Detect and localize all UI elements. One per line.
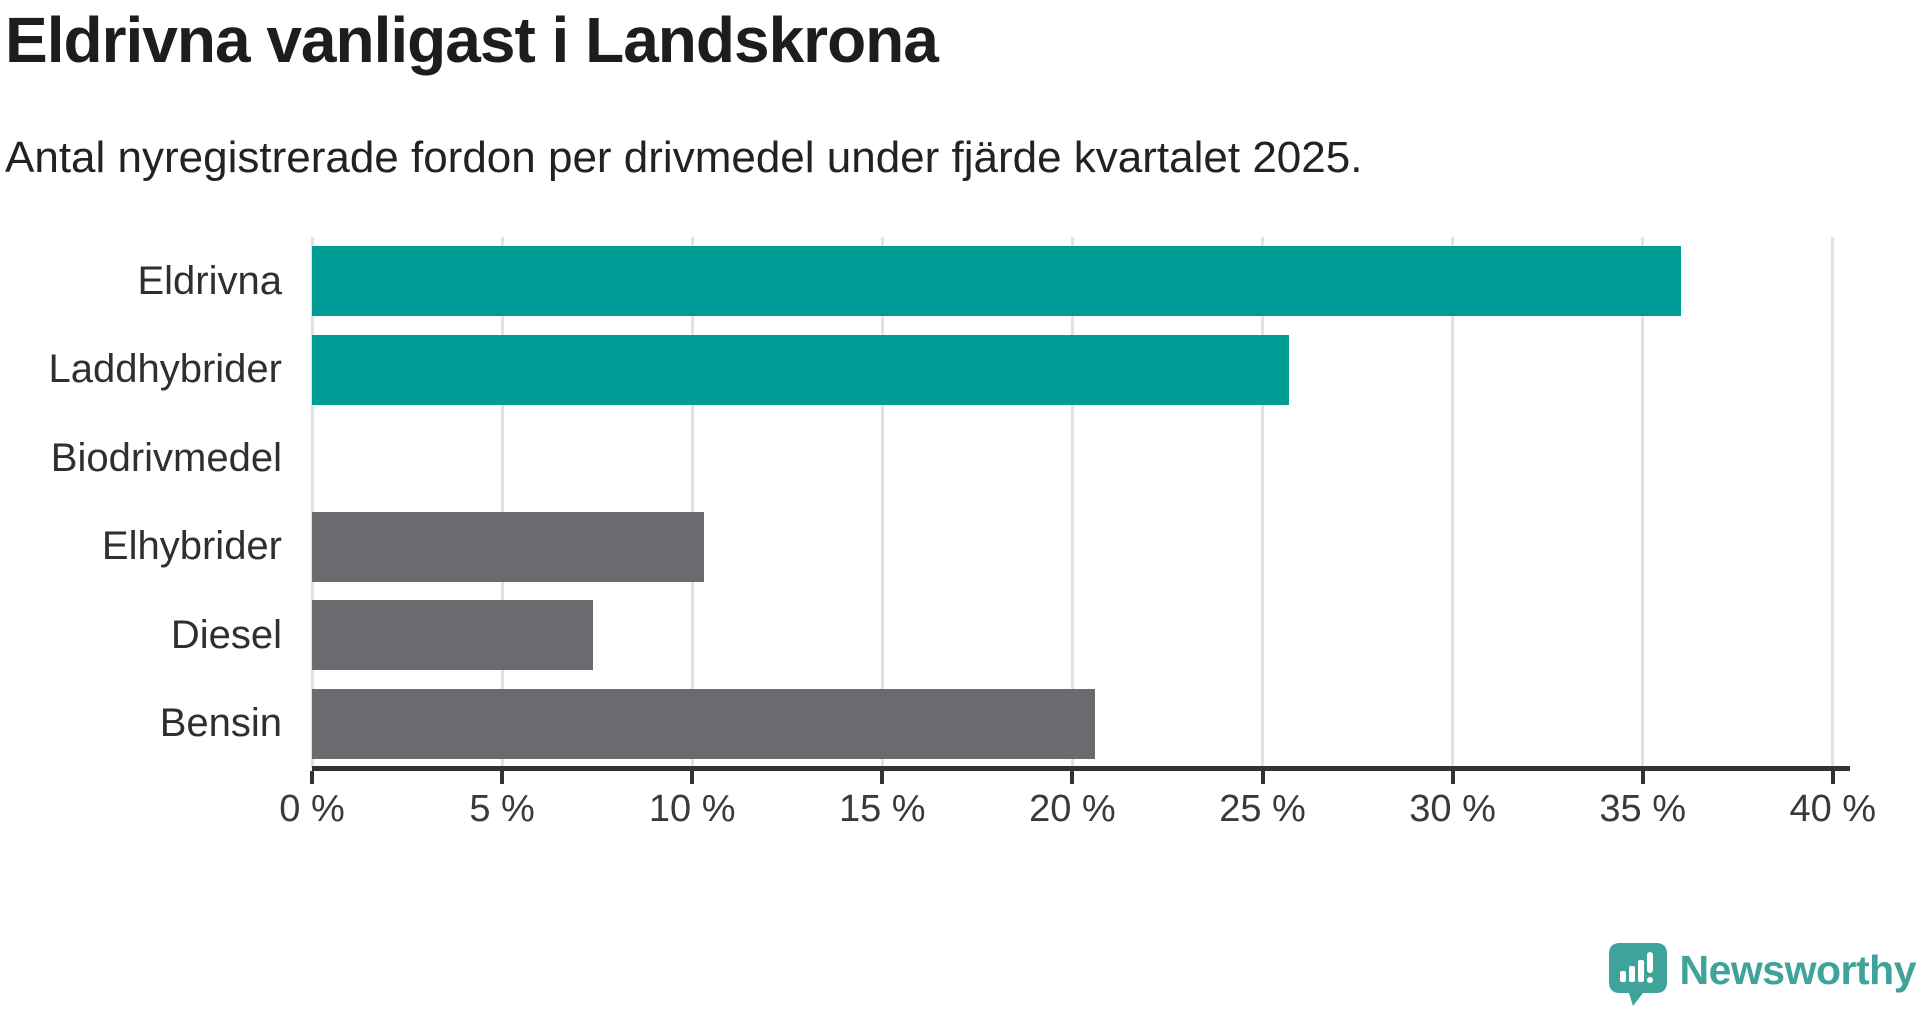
y-axis-label-eldrivna: Eldrivna — [137, 258, 282, 303]
bar-bensin — [312, 688, 1096, 759]
newsworthy-logo-text: Newsworthy — [1679, 947, 1917, 993]
gridline-5 — [500, 237, 504, 768]
bar-laddhybrider — [312, 334, 1290, 405]
x-axis-tick-label-40: 40 % — [1789, 788, 1877, 830]
x-axis-tick-25 — [1260, 771, 1265, 784]
gridline-15 — [880, 237, 884, 768]
x-axis-tick-label-20: 20 % — [1029, 788, 1116, 830]
y-axis-label-diesel: Diesel — [170, 612, 282, 657]
gridline-40 — [1831, 237, 1835, 768]
gridline-20 — [1070, 237, 1074, 768]
x-axis-tick-40 — [1830, 771, 1835, 784]
x-axis-tick-label-35: 35 % — [1599, 788, 1686, 830]
x-axis-tick-label-0: 0 % — [279, 788, 345, 830]
bar-eldrivna — [312, 246, 1681, 317]
x-axis-tick-35 — [1640, 771, 1645, 784]
chart-subtitle: Antal nyregistrerade fordon per drivmede… — [5, 133, 1363, 182]
gridline-30 — [1451, 237, 1455, 768]
newsworthy-logo-icon — [1608, 943, 1667, 1006]
x-axis-tick-30 — [1450, 771, 1455, 784]
plot-area — [310, 237, 1850, 784]
x-axis-tick-10 — [690, 771, 695, 784]
gridline-25 — [1261, 237, 1264, 768]
y-axis-label-laddhybrider: Laddhybrider — [48, 347, 283, 392]
x-axis-tick-label-15: 15 % — [838, 788, 926, 830]
bar-diesel — [312, 600, 594, 671]
gridline-10 — [690, 237, 694, 768]
y-axis-label-elhybrider: Elhybrider — [101, 524, 282, 569]
x-axis-tick-15 — [880, 771, 885, 784]
y-axis-label-bensin: Bensin — [159, 701, 282, 746]
gridline-0 — [310, 237, 314, 768]
chart-title: Eldrivna vanligast i Landskrona — [5, 4, 939, 76]
x-axis-tick-label-5: 5 % — [469, 788, 535, 830]
x-axis-tick-0 — [310, 771, 314, 784]
x-axis-tick-label-25: 25 % — [1219, 788, 1306, 830]
x-axis-line — [312, 766, 1850, 771]
y-axis-label-biodrivmedel: Biodrivmedel — [50, 435, 282, 480]
x-axis-tick-20 — [1070, 771, 1075, 784]
newsworthy-logo: Newsworthy — [1608, 940, 1917, 1010]
x-axis-tick-label-30: 30 % — [1409, 788, 1496, 830]
bar-elhybrider — [312, 511, 704, 582]
x-axis-tick-5 — [500, 771, 505, 784]
gridline-35 — [1641, 237, 1645, 768]
x-axis-tick-label-10: 10 % — [648, 788, 736, 830]
